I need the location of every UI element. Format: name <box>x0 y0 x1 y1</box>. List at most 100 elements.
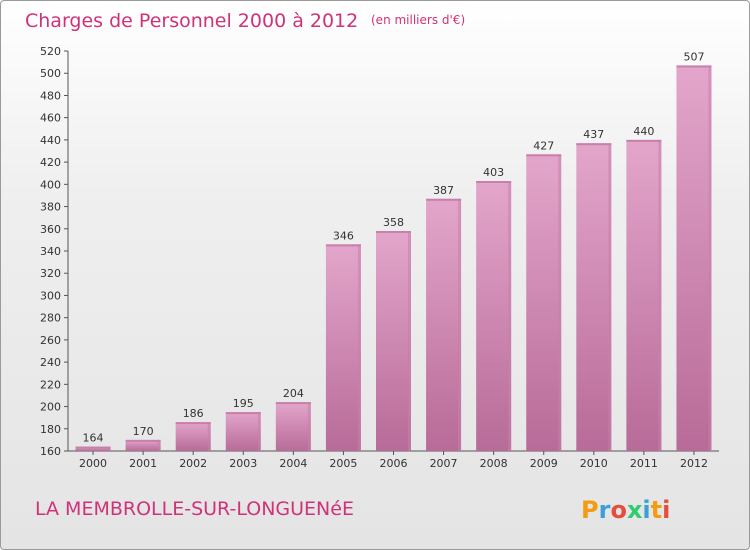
x-tick-label: 2001 <box>129 457 157 470</box>
bar-side-shade <box>307 402 311 451</box>
bar-body <box>225 412 261 451</box>
data-label: 387 <box>433 184 454 197</box>
bar-2010 <box>576 143 612 451</box>
bar-top-edge <box>526 154 562 157</box>
x-tick-label: 2010 <box>580 457 608 470</box>
y-tick-label: 240 <box>40 356 61 369</box>
y-tick-label: 340 <box>40 245 61 258</box>
data-labels-group: 164 170 186 195 204 346 358 387 403 427 437 440 507 <box>83 50 705 444</box>
bar-top-edge <box>576 143 612 146</box>
bar-2000 <box>75 446 111 451</box>
bar-body <box>676 65 712 451</box>
x-tick-label: 2005 <box>329 457 357 470</box>
data-label: 427 <box>533 139 554 152</box>
bar-top-edge <box>175 422 211 425</box>
bars-group <box>75 65 712 452</box>
bar-top-edge <box>125 439 161 442</box>
chart-title: Charges de Personnel 2000 à 2012 <box>25 10 358 32</box>
data-label: 507 <box>683 50 704 63</box>
bar-side-shade <box>458 198 462 451</box>
bar-side-shade <box>408 231 411 451</box>
y-tick-label: 220 <box>40 378 61 391</box>
y-tick-label: 320 <box>40 267 61 280</box>
bar-side-shade <box>107 446 111 451</box>
x-tick-label: 2000 <box>79 457 107 470</box>
bar-top-edge <box>275 402 311 405</box>
x-tick-label: 2002 <box>179 457 207 470</box>
y-tick-label: 460 <box>40 112 61 125</box>
logo-letter: o <box>610 496 627 524</box>
y-tick-label: 200 <box>40 401 61 414</box>
bar-top-edge <box>626 139 662 142</box>
x-tick-label: 2008 <box>480 457 508 470</box>
data-label: 358 <box>383 216 404 229</box>
logo-letter: i <box>642 496 650 524</box>
y-tick-label: 280 <box>40 312 61 325</box>
bar-2007 <box>426 198 462 451</box>
bar-side-shade <box>558 154 562 452</box>
bar-2012 <box>676 65 712 451</box>
x-tick-label: 2011 <box>630 457 658 470</box>
x-axis: 2000 2001 2002 2003 2004 2005 2006 2007 2008 2009… <box>68 450 719 470</box>
bar-2011 <box>626 139 662 451</box>
y-axis: 160 180 200 220 240 260 280 300 320 340 360 380 400 4… <box>40 45 69 458</box>
y-tick-label: 380 <box>40 201 61 214</box>
bar-body <box>526 154 562 452</box>
data-label: 403 <box>483 166 504 179</box>
bar-body <box>626 139 662 451</box>
data-label: 437 <box>583 128 604 141</box>
bar-2006 <box>376 231 411 451</box>
chart-subtitle: (en milliers d'€) <box>371 13 465 27</box>
y-tick-label: 500 <box>40 67 61 80</box>
bar-top-edge <box>426 198 462 201</box>
x-tick-label: 2012 <box>680 457 708 470</box>
data-label: 170 <box>133 425 154 438</box>
logo-letter: i <box>662 496 670 524</box>
bar-2001 <box>125 439 161 451</box>
x-tick-label: 2004 <box>279 457 307 470</box>
bar-2008 <box>476 181 512 451</box>
logo-letter: P <box>581 496 599 524</box>
x-tick-label: 2003 <box>229 457 257 470</box>
proxiti-logo: Proxiti <box>581 496 670 524</box>
y-tick-label: 400 <box>40 178 61 191</box>
bar-top-edge <box>676 65 712 68</box>
bar-top-edge <box>225 412 261 415</box>
y-tick-label: 260 <box>40 334 61 347</box>
y-tick-label: 520 <box>40 45 61 58</box>
bar-body <box>426 198 462 451</box>
location-name: LA MEMBROLLE-SUR-LONGUENéE <box>35 498 354 520</box>
y-tick-label: 300 <box>40 289 61 302</box>
data-label: 164 <box>83 432 104 445</box>
bar-side-shade <box>157 439 161 451</box>
y-tick-label: 480 <box>40 89 61 102</box>
bar-side-shade <box>508 181 512 451</box>
x-tick-label: 2007 <box>430 457 458 470</box>
data-label: 186 <box>183 407 204 420</box>
bar-top-edge <box>75 446 111 449</box>
bar-body <box>175 422 211 451</box>
data-label: 440 <box>633 125 654 138</box>
bar-body <box>275 402 311 451</box>
bar-2009 <box>526 154 562 452</box>
logo-letter: t <box>651 496 662 524</box>
bar-body <box>75 446 111 451</box>
bar-side-shade <box>207 422 211 451</box>
y-tick-label: 360 <box>40 223 61 236</box>
bar-side-shade <box>357 244 361 451</box>
y-tick-label: 440 <box>40 134 61 147</box>
bar-2002 <box>175 422 211 451</box>
bar-top-edge <box>376 231 411 233</box>
y-tick-label: 420 <box>40 156 61 169</box>
bar-2003 <box>225 412 261 451</box>
bar-side-shade <box>257 412 261 451</box>
bar-body <box>125 439 161 451</box>
bar-2004 <box>275 402 311 451</box>
logo-letter: r <box>599 496 611 524</box>
bar-side-shade <box>708 65 712 451</box>
data-label: 204 <box>283 387 304 400</box>
logo-letter: x <box>627 496 643 524</box>
bar-body <box>576 143 612 451</box>
